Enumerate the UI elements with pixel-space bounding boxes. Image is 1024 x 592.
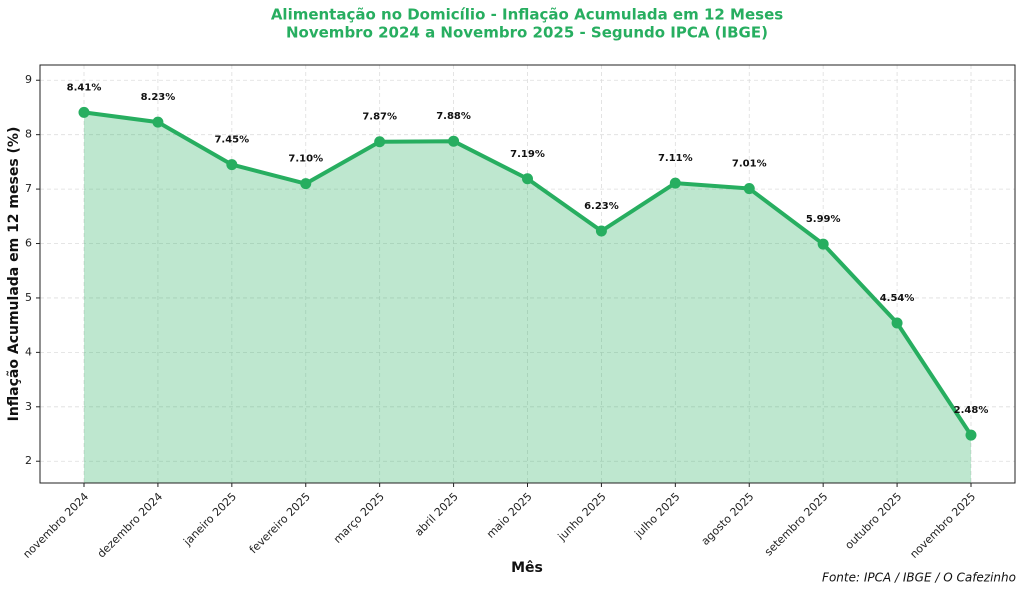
data-label: 5.99% [806,214,841,225]
data-label: 7.87% [362,112,397,123]
y-tick-label: 6 [25,237,32,250]
y-tick-label: 8 [25,128,32,141]
plot-frame [39,64,1016,484]
data-label: 8.23% [141,92,176,103]
y-tick-label: 5 [25,291,32,304]
y-tick-label: 2 [25,454,32,467]
y-tick-label: 9 [25,73,32,86]
x-tick-label: fevereiro 2025 [247,490,313,556]
data-label: 8.41% [67,82,102,93]
marker [78,106,90,118]
data-label: 7.01% [732,159,767,170]
data-label: 6.23% [584,201,619,212]
marker [374,136,386,148]
marker [669,177,681,189]
chart-title: Alimentação no Domicílio - Inflação Acum… [271,6,783,24]
x-tick-label: novembro 2025 [907,490,978,561]
y-axis-label: Inflação Acumulada em 12 meses (%) [6,127,22,422]
x-tick-label: abril 2025 [412,490,461,539]
marker [743,183,755,195]
marker [595,225,607,237]
x-tick-label: dezembro 2024 [95,490,165,560]
x-tick-label: novembro 2024 [20,490,91,561]
marker [448,135,460,147]
data-label: 7.11% [658,153,693,164]
marker [817,238,829,250]
x-tick-label: setembro 2025 [762,490,830,558]
data-label: 7.88% [436,111,471,122]
x-tick-label: março 2025 [331,490,387,546]
x-axis-label: Mês [511,560,543,576]
x-tick-label: julho 2025 [631,490,682,541]
chart-subtitle: Novembro 2024 a Novembro 2025 - Segundo … [286,24,768,42]
marker [891,317,903,329]
data-label: 2.48% [954,405,989,416]
area [84,112,971,483]
y-tick-label: 3 [25,400,32,413]
data-label: 4.54% [880,293,915,304]
y-tick-label: 4 [25,345,32,358]
x-tick-label: agosto 2025 [699,490,757,548]
marker [152,116,164,128]
x-tick-label: outubro 2025 [842,490,904,552]
marker [226,159,238,171]
marker [300,178,312,190]
x-tick-label: maio 2025 [484,490,535,541]
x-tick-label: junho 2025 [555,490,609,544]
marker [965,429,977,441]
data-label: 7.45% [214,135,249,146]
x-tick-label: janeiro 2025 [180,490,239,549]
data-label: 7.10% [288,154,323,165]
data-label: 7.19% [510,149,545,160]
marker [522,173,533,185]
y-tick-label: 7 [25,182,32,195]
source-note: Fonte: IPCA / IBGE / O Cafezinho [822,571,1016,585]
